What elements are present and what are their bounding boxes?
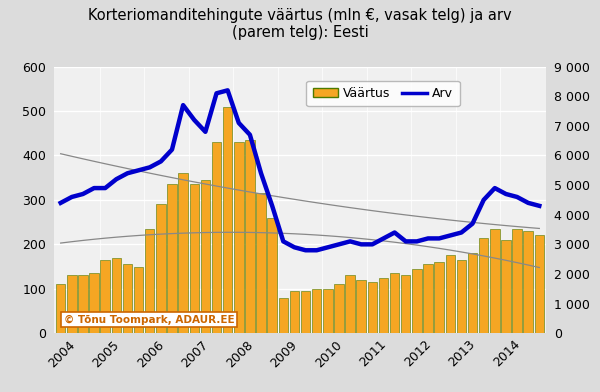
Bar (156, 204, 166, 333)
Bar (346, 276, 355, 333)
Bar (379, 278, 388, 333)
Bar (89, 273, 99, 333)
Bar (56, 284, 65, 333)
Bar (368, 282, 377, 333)
Bar (356, 280, 366, 333)
Bar (167, 184, 177, 333)
Bar (412, 269, 422, 333)
Bar (457, 260, 466, 333)
Bar (423, 264, 433, 333)
Bar (67, 276, 77, 333)
Bar (145, 229, 154, 333)
Bar (390, 273, 400, 333)
Bar (535, 236, 544, 333)
Bar (123, 264, 132, 333)
Bar (501, 240, 511, 333)
Bar (290, 291, 299, 333)
Bar (446, 256, 455, 333)
Bar (434, 262, 444, 333)
Bar (512, 229, 522, 333)
Bar (200, 180, 210, 333)
Bar (78, 276, 88, 333)
Bar (234, 142, 244, 333)
Bar (401, 276, 410, 333)
Bar (100, 260, 110, 333)
Legend: Väärtus, Arv: Väärtus, Arv (306, 81, 460, 106)
Bar (212, 142, 221, 333)
Bar (468, 253, 477, 333)
Bar (334, 284, 344, 333)
Bar (301, 291, 310, 333)
Bar (245, 140, 254, 333)
Bar (112, 258, 121, 333)
Text: Korteriomanditehingute väärtus (mln €, vasak telg) ja arv
(parem telg): Eesti: Korteriomanditehingute väärtus (mln €, v… (88, 8, 512, 40)
Bar (256, 193, 266, 333)
Bar (490, 229, 500, 333)
Text: © Tõnu Toompark, ADAUR.EE: © Tõnu Toompark, ADAUR.EE (64, 314, 235, 325)
Bar (178, 173, 188, 333)
Bar (479, 238, 488, 333)
Bar (278, 298, 288, 333)
Bar (223, 107, 232, 333)
Bar (268, 218, 277, 333)
Bar (523, 231, 533, 333)
Bar (190, 184, 199, 333)
Bar (134, 267, 143, 333)
Bar (323, 289, 332, 333)
Bar (312, 289, 322, 333)
